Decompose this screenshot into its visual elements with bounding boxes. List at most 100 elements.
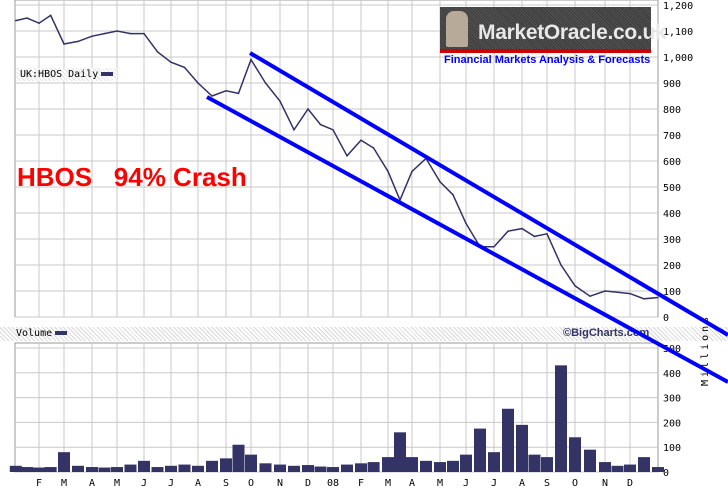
- volume-bar: [624, 464, 636, 472]
- volume-bar: [302, 465, 314, 472]
- x-axis-label: S: [544, 478, 550, 489]
- volume-header-strip: [0, 327, 728, 341]
- volume-legend: Volume: [16, 328, 68, 339]
- x-axis-label: J: [491, 478, 497, 489]
- price-point: [589, 295, 591, 298]
- price-point: [156, 51, 159, 53]
- volume-bar: [638, 457, 650, 472]
- volume-bar: [611, 465, 624, 472]
- volume-bar: [314, 466, 327, 472]
- price-point: [26, 17, 28, 19]
- price-y-tick: 900: [663, 79, 681, 90]
- price-point: [237, 92, 240, 95]
- volume-bar: [569, 437, 581, 472]
- x-axis-label: O: [248, 478, 254, 489]
- x-axis-label: N: [602, 478, 608, 489]
- price-point: [170, 61, 172, 63]
- volume-bar: [232, 444, 245, 472]
- volume-legend-swatch: [55, 331, 68, 335]
- volume-legend-label: Volume: [16, 328, 53, 339]
- volume-bar: [9, 465, 22, 472]
- x-axis-label: N: [277, 478, 283, 489]
- x-axis-label: F: [358, 478, 364, 489]
- volume-bar: [555, 365, 567, 472]
- x-axis-label: J: [463, 478, 469, 489]
- volume-bar: [138, 460, 150, 472]
- price-legend-label: UK:HBOS Daily: [20, 69, 99, 80]
- price-y-tick: 600: [663, 157, 681, 168]
- price-y-tick: 500: [663, 183, 681, 194]
- volume-bar: [474, 428, 486, 472]
- x-axis-label: 08: [327, 478, 339, 489]
- volume-bar: [124, 464, 137, 472]
- price-point: [387, 170, 389, 173]
- volume-bar: [394, 432, 406, 472]
- price-point: [129, 32, 132, 35]
- price-y-tick: 1,000: [663, 53, 693, 64]
- x-axis-label: M: [114, 478, 120, 489]
- price-point: [77, 40, 79, 43]
- volume-bar: [599, 462, 611, 472]
- price-point: [264, 82, 267, 84]
- price-point: [521, 227, 523, 230]
- price-y-tick: 100: [663, 287, 681, 298]
- volume-bar: [220, 458, 232, 472]
- price-point: [411, 170, 413, 173]
- price-point: [643, 298, 645, 300]
- volume-bar: [652, 467, 664, 472]
- volume-bar: [434, 462, 446, 472]
- volume-bar: [58, 452, 70, 472]
- volume-bar: [274, 464, 286, 472]
- x-axis-label: M: [385, 478, 391, 489]
- x-axis-label: D: [305, 478, 311, 489]
- price-legend: UK:HBOS Daily: [16, 68, 118, 81]
- price-point: [225, 90, 227, 92]
- x-axis-label: J: [141, 478, 147, 489]
- logo-name: MarketOracle.co.uk: [478, 21, 667, 44]
- volume-bar: [341, 464, 353, 472]
- price-point: [63, 43, 65, 45]
- price-point: [493, 246, 495, 248]
- volume-bar: [72, 465, 84, 472]
- volume-bar: [151, 467, 164, 472]
- volume-bar: [541, 457, 553, 472]
- x-axis-label: J: [168, 478, 174, 489]
- volume-bar: [584, 449, 596, 472]
- x-axis-label: A: [89, 478, 95, 489]
- price-point: [211, 95, 213, 97]
- price-point: [439, 181, 441, 183]
- x-axis-label: S: [223, 478, 229, 489]
- x-axis-label: A: [195, 478, 201, 489]
- price-point: [49, 14, 52, 17]
- volume-bar: [21, 467, 33, 472]
- marketoracle-logo[interactable]: MarketOracle.co.uk Financial Markets Ana…: [440, 7, 667, 70]
- volume-bar: [111, 467, 123, 472]
- volume-bar: [98, 467, 111, 472]
- volume-y-tick: 400: [663, 369, 681, 380]
- price-point: [360, 139, 362, 141]
- price-y-tick: 1,200: [663, 1, 693, 12]
- x-axis-label: A: [409, 478, 415, 489]
- price-point: [143, 32, 145, 35]
- price-point: [574, 285, 576, 287]
- logo-red-bar: [440, 49, 651, 53]
- price-point: [604, 290, 606, 292]
- price-y-tick: 400: [663, 209, 681, 220]
- price-y-tick: 1,100: [663, 27, 693, 38]
- volume-bar: [382, 457, 394, 472]
- volume-bar: [447, 460, 459, 472]
- price-y-tick: 200: [663, 261, 681, 272]
- price-y-tick: 700: [663, 131, 681, 142]
- volume-bar: [165, 465, 177, 472]
- volume-bar: [460, 454, 472, 472]
- volume-bar: [178, 464, 191, 472]
- x-axis-label: M: [61, 478, 67, 489]
- price-point: [546, 233, 548, 235]
- volume-bar: [33, 467, 45, 472]
- volume-y-tick: 300: [663, 394, 681, 405]
- logo-band: [440, 7, 651, 49]
- price-point: [293, 129, 295, 131]
- price-point: [629, 292, 631, 295]
- price-point: [307, 108, 309, 110]
